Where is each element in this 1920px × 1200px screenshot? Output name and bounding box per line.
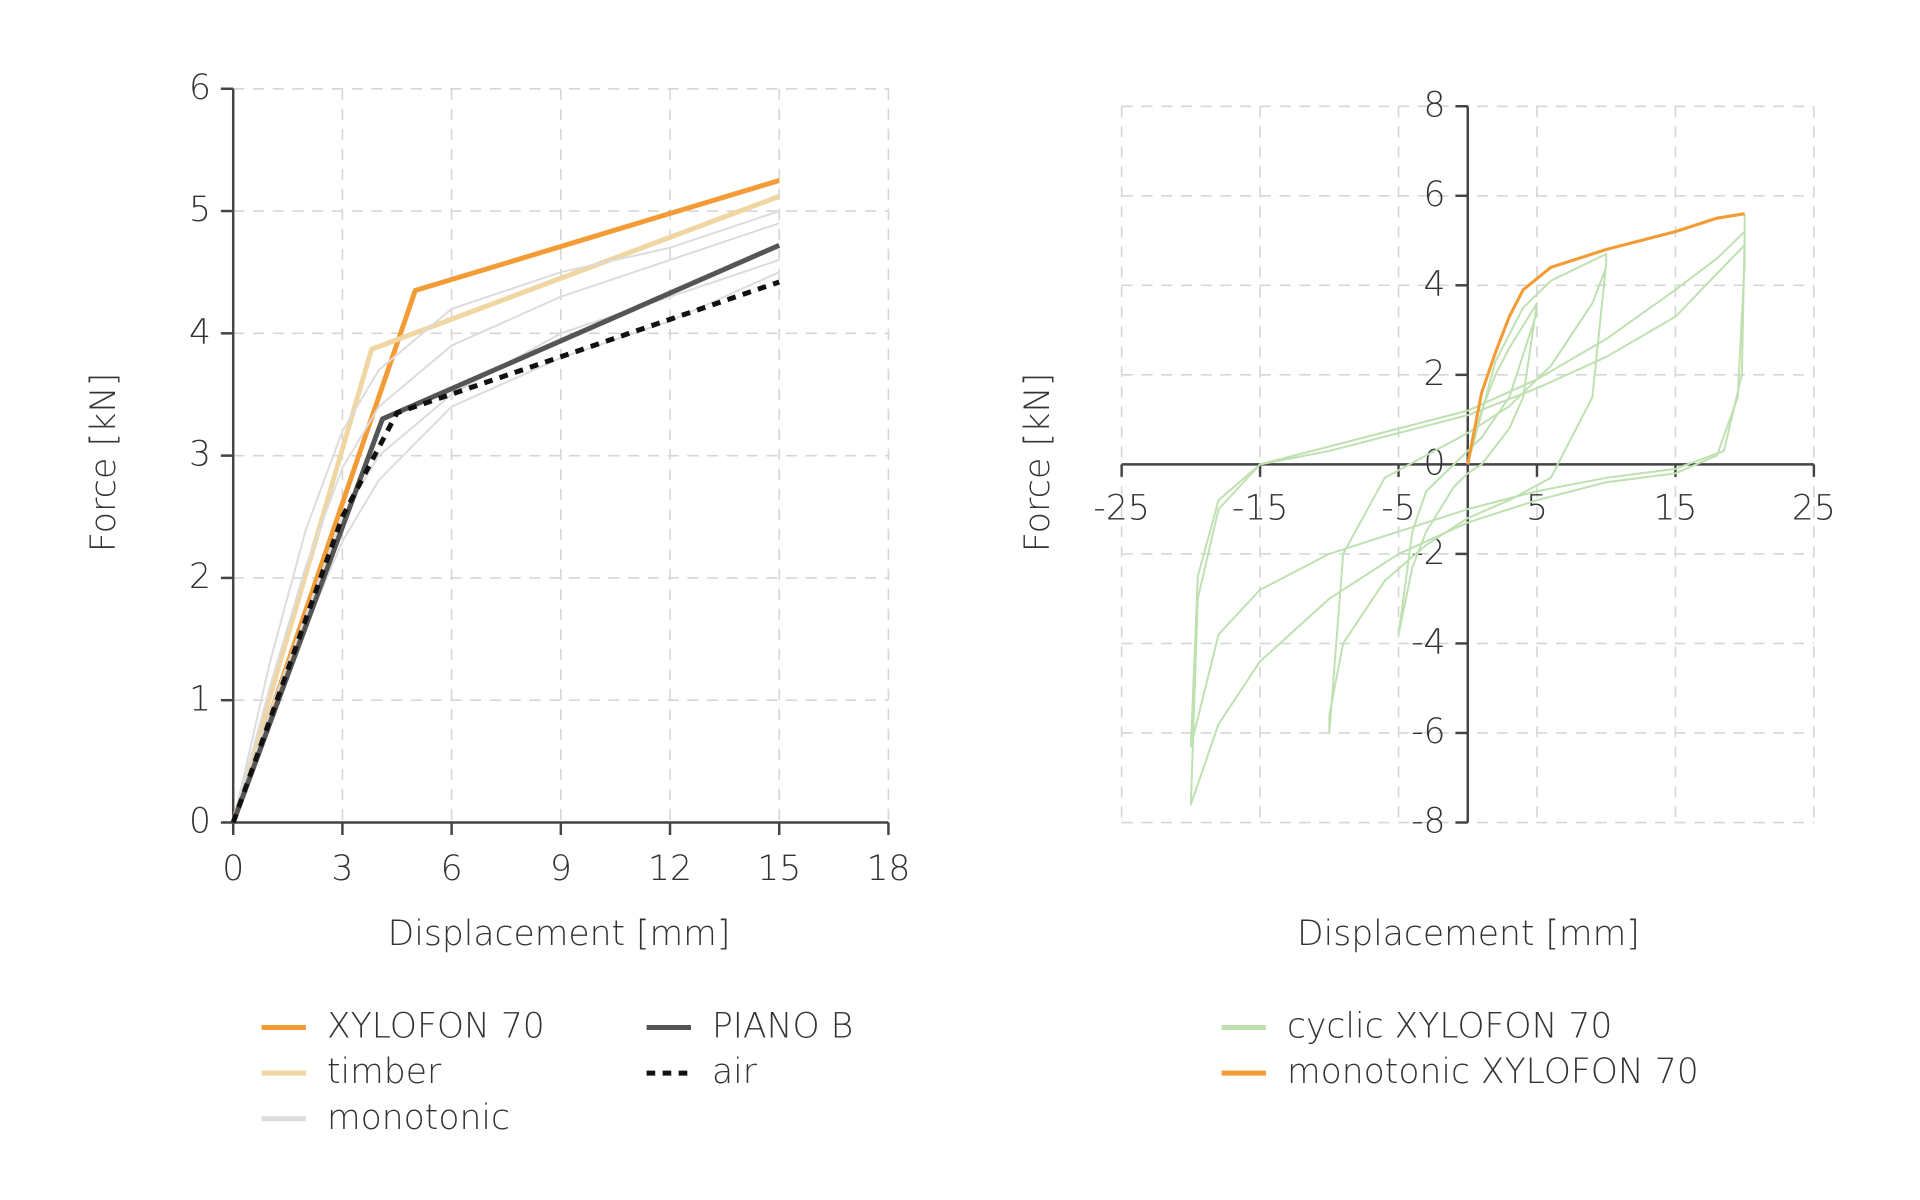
x-tick-label: 6 xyxy=(441,849,463,889)
x-tick-label: 5 xyxy=(1526,488,1548,528)
x-axis-title: Displacement [mm] xyxy=(1297,914,1640,954)
y-tick-label: 0 xyxy=(1424,443,1446,483)
legend-label: monotonic XYLOFON 70 xyxy=(1287,1052,1699,1092)
series-line xyxy=(230,242,781,824)
x-axis-title: Displacement [mm] xyxy=(388,914,731,954)
x-tick-label: 9 xyxy=(550,849,572,889)
y-tick-label: 8 xyxy=(1424,85,1446,125)
y-tick-label: 5 xyxy=(189,190,211,230)
y-tick-label: 2 xyxy=(189,557,211,597)
y-tick-label: -8 xyxy=(1411,801,1445,841)
y-tick-label: 0 xyxy=(189,801,211,841)
legend-label: timber xyxy=(327,1052,442,1092)
x-tick-label: -25 xyxy=(1093,488,1149,528)
x-tick-label: -15 xyxy=(1232,488,1288,528)
series-line xyxy=(230,194,781,824)
y-axis-title: Force [kN] xyxy=(1018,373,1058,553)
legend-label: PIANO B xyxy=(712,1006,853,1046)
series-line xyxy=(232,222,780,823)
y-tick-label: 1 xyxy=(189,679,211,719)
y-tick-label: -4 xyxy=(1411,622,1445,662)
x-tick-label: 18 xyxy=(866,849,910,889)
legend-label: XYLOFON 70 xyxy=(327,1006,545,1046)
series-line xyxy=(1397,302,1538,636)
series-line xyxy=(230,279,781,824)
x-tick-label: 15 xyxy=(757,849,801,889)
series-line xyxy=(1189,231,1746,748)
x-tick-label: 25 xyxy=(1792,488,1836,528)
x-tick-label: 0 xyxy=(222,849,244,889)
y-tick-label: 4 xyxy=(1424,264,1446,304)
y-axis-title: Force [kN] xyxy=(84,373,124,553)
series-line xyxy=(1189,213,1746,806)
x-tick-label: 3 xyxy=(331,849,353,889)
series-line xyxy=(1466,212,1745,465)
y-tick-label: -6 xyxy=(1411,712,1445,752)
x-tick-label: -5 xyxy=(1381,488,1415,528)
legend-label: air xyxy=(712,1052,758,1092)
y-tick-label: 3 xyxy=(189,434,211,474)
y-tick-label: 4 xyxy=(189,312,211,352)
legend-label: monotonic xyxy=(327,1098,510,1138)
x-tick-label: 15 xyxy=(1653,488,1697,528)
series-line xyxy=(230,178,780,824)
y-tick-label: 2 xyxy=(1424,354,1446,394)
legend-label: cyclic XYLOFON 70 xyxy=(1287,1006,1612,1046)
series-line xyxy=(232,210,780,823)
y-tick-label: 6 xyxy=(1424,175,1446,215)
y-tick-label: 6 xyxy=(189,68,211,108)
x-tick-label: 12 xyxy=(648,849,692,889)
